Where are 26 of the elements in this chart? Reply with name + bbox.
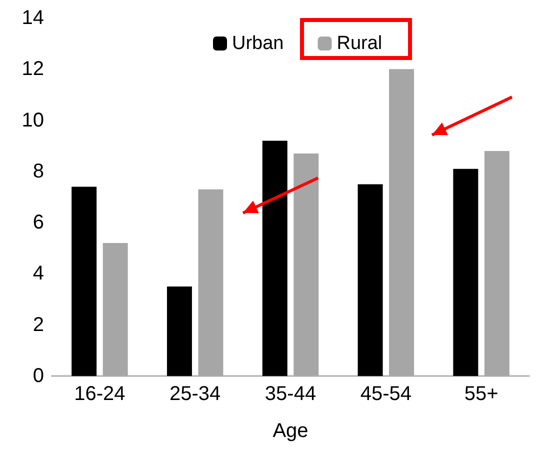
y-tick-label: 2 [32,314,44,336]
bar [198,189,224,376]
bar [484,150,510,376]
y-tick-label: 0 [32,365,44,387]
x-axis-title: Age [272,420,308,442]
legend-label: Urban [232,33,284,54]
y-tick-label: 14 [22,7,44,29]
x-tick-label: 35-44 [264,383,316,405]
y-tick-label: 10 [22,109,44,132]
y-tick-label: 12 [22,58,44,80]
legend-label: Rural [336,33,382,54]
x-tick-label: 45-54 [360,383,412,405]
bar [389,69,414,376]
x-tick-label: 25-34 [170,383,221,405]
bar [294,154,319,376]
y-tick-label: 8 [32,160,44,182]
bar [166,286,192,376]
bar [102,243,128,376]
y-tick-label: 6 [32,212,44,234]
bar [262,140,288,376]
bar [358,184,383,376]
x-tick-label: 55+ [464,383,498,405]
bar [72,186,97,376]
y-tick-label: 4 [32,262,44,285]
bar [453,168,478,376]
x-tick-label: 16-24 [74,383,126,405]
